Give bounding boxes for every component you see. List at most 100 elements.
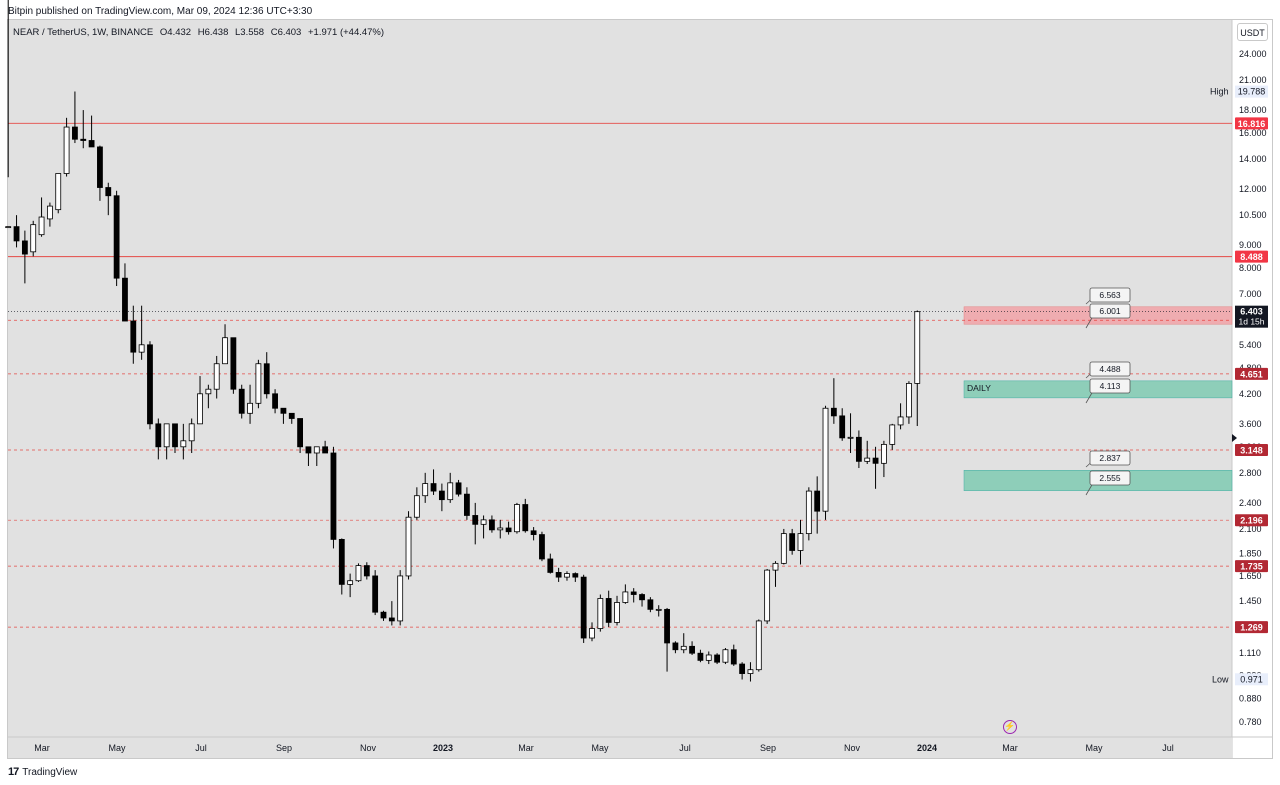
time-axis-label: May xyxy=(108,743,126,753)
candle-down xyxy=(272,393,278,409)
tradingview-mark-icon: 17 xyxy=(8,766,19,778)
level-price-tag-label: 8.488 xyxy=(1240,252,1263,262)
candle-down xyxy=(305,446,312,454)
candle-down xyxy=(839,415,846,439)
level-price-tag-label: 1.269 xyxy=(1240,623,1263,633)
callout-box xyxy=(1089,303,1131,319)
candle-up xyxy=(755,620,762,671)
candle-up xyxy=(514,504,520,533)
callout-label: 4.488 xyxy=(1099,364,1121,374)
candle-down xyxy=(455,482,462,495)
time-axis-label: May xyxy=(591,743,609,753)
candle-down xyxy=(147,344,153,425)
price-tick-label: 1.450 xyxy=(1239,596,1262,606)
level-price-tag-label: 4.651 xyxy=(1240,369,1263,379)
time-axis-label: May xyxy=(1085,743,1103,753)
candle-up xyxy=(355,565,362,582)
price-tick-label: 1.110 xyxy=(1239,648,1261,658)
candle-up xyxy=(30,224,37,253)
price-tick-label: 14.000 xyxy=(1239,154,1267,164)
candle-down xyxy=(388,617,395,622)
callout-label: 4.113 xyxy=(1100,381,1121,391)
candle-up xyxy=(805,490,812,535)
level-price-tag-label: 3.148 xyxy=(1240,445,1263,455)
callout-box xyxy=(1089,470,1131,486)
candle-up xyxy=(797,533,804,551)
candle-up xyxy=(914,311,921,384)
callout-label: 6.563 xyxy=(1099,290,1121,300)
candle-up xyxy=(422,483,429,497)
low-value: 0.971 xyxy=(1240,674,1263,684)
candle-down xyxy=(522,504,529,532)
price-tick-label: 10.500 xyxy=(1239,210,1267,220)
price-tick-label: 24.000 xyxy=(1239,49,1267,59)
time-axis-label: Mar xyxy=(34,743,50,753)
candle-down xyxy=(155,423,162,448)
candle-down xyxy=(288,412,295,419)
price-tick-label: 4.200 xyxy=(1239,389,1262,399)
scroll-right-arrow-icon[interactable] xyxy=(1232,434,1237,442)
high-value: 19.788 xyxy=(1238,87,1266,97)
callout-box xyxy=(1089,361,1131,377)
price-tick-label: 1.850 xyxy=(1239,549,1262,559)
price-tick-label: 0.780 xyxy=(1239,717,1262,727)
price-tick-label: 0.880 xyxy=(1239,693,1262,703)
candle-down xyxy=(380,611,387,619)
symbol-legend: NEAR / TetherUS, 1W, BINANCE O4.432 H6.4… xyxy=(13,27,388,38)
time-axis-label: Nov xyxy=(360,743,377,753)
currency-button[interactable]: USDT xyxy=(1237,23,1268,41)
last-price-tag xyxy=(1235,305,1268,328)
tradingview-logo[interactable]: 17 TradingView xyxy=(8,766,77,778)
callout-box xyxy=(1089,378,1131,394)
candle-down xyxy=(88,140,95,148)
level-price-tag xyxy=(1235,117,1268,130)
level-price-tag-label: 1.735 xyxy=(1240,562,1263,572)
candle-up xyxy=(822,407,829,512)
candle-up xyxy=(447,482,454,501)
publish-line: Bitpin published on TradingView.com, Mar… xyxy=(8,6,313,17)
candle-up xyxy=(313,446,320,454)
legend-open: O4.432 xyxy=(159,27,192,38)
level-price-tag xyxy=(1235,621,1268,634)
candle-up xyxy=(747,669,754,674)
candle-up xyxy=(847,436,854,439)
candle-down xyxy=(489,519,495,531)
price-tick-label: 21.000 xyxy=(1239,75,1267,85)
low-label: Low xyxy=(1212,674,1229,684)
candle-up xyxy=(213,363,220,390)
candle-up xyxy=(47,205,53,220)
candle-down xyxy=(113,195,120,279)
candle-up xyxy=(655,608,662,611)
time-axis-label: 2024 xyxy=(917,743,937,753)
candle-down xyxy=(72,126,78,140)
candle-down xyxy=(539,534,545,560)
candle-up xyxy=(413,495,420,518)
candle-up xyxy=(497,527,504,531)
callout-label: 2.837 xyxy=(1099,453,1121,463)
candle-down xyxy=(172,423,178,448)
candle-down xyxy=(572,573,579,578)
candle-up xyxy=(180,440,187,448)
candle-up xyxy=(589,628,595,639)
level-price-tag-label: 16.816 xyxy=(1238,119,1266,129)
candle-down xyxy=(430,483,437,492)
candle-down xyxy=(530,530,537,535)
candle-down xyxy=(547,558,554,573)
candle-up xyxy=(906,382,912,418)
candle-down xyxy=(80,138,87,141)
time-axis-label: Jul xyxy=(679,743,691,753)
legend-low: L3.558 xyxy=(235,27,265,38)
candle-up xyxy=(889,424,896,445)
lightning-icon[interactable]: ⚡ xyxy=(1003,720,1017,734)
candle-down xyxy=(463,493,470,516)
candle-down xyxy=(664,608,670,644)
candle-down xyxy=(830,407,837,417)
price-tick-label: 1.650 xyxy=(1239,571,1262,581)
callout-box xyxy=(1089,287,1131,303)
candle-down xyxy=(605,598,612,623)
high-tag xyxy=(1235,85,1268,98)
candle-down xyxy=(338,539,345,585)
candle-up xyxy=(197,393,203,425)
candle-up xyxy=(705,654,712,661)
